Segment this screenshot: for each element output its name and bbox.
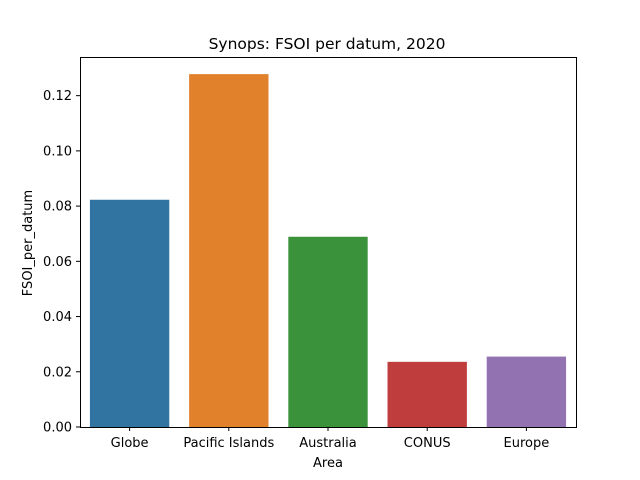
bar-conus — [387, 361, 467, 427]
y-tick-label: 0.10 — [43, 144, 72, 159]
y-axis: 0.00 0.02 0.04 0.06 0.08 0.10 0.12 — [43, 89, 80, 436]
chart-title: Synops: FSOI per datum, 2020 — [209, 35, 446, 53]
y-tick-label: 0.02 — [43, 365, 72, 380]
x-tick-label: Australia — [299, 436, 357, 451]
y-axis-label: FSOI_per_datum — [21, 190, 36, 296]
y-tick-label: 0.00 — [43, 421, 72, 436]
y-tick-label: 0.12 — [43, 89, 72, 104]
y-tick-label: 0.06 — [43, 255, 72, 270]
x-tick-label: CONUS — [404, 436, 451, 451]
bar-pacific-islands — [189, 74, 269, 428]
y-tick-label: 0.04 — [43, 310, 72, 325]
bar-globe — [89, 199, 170, 427]
y-tick-label: 0.08 — [43, 200, 72, 215]
bar-europe — [486, 356, 567, 427]
bar-australia — [288, 236, 368, 427]
x-tick-label: Globe — [111, 436, 149, 451]
x-tick-label: Europe — [504, 436, 550, 451]
x-tick-label: Pacific Islands — [183, 436, 274, 451]
x-axis: Globe Pacific Islands Australia CONUS Europe — [111, 427, 550, 451]
plot-frame — [80, 57, 577, 428]
bars — [89, 74, 567, 428]
x-axis-label: Area — [313, 456, 343, 471]
